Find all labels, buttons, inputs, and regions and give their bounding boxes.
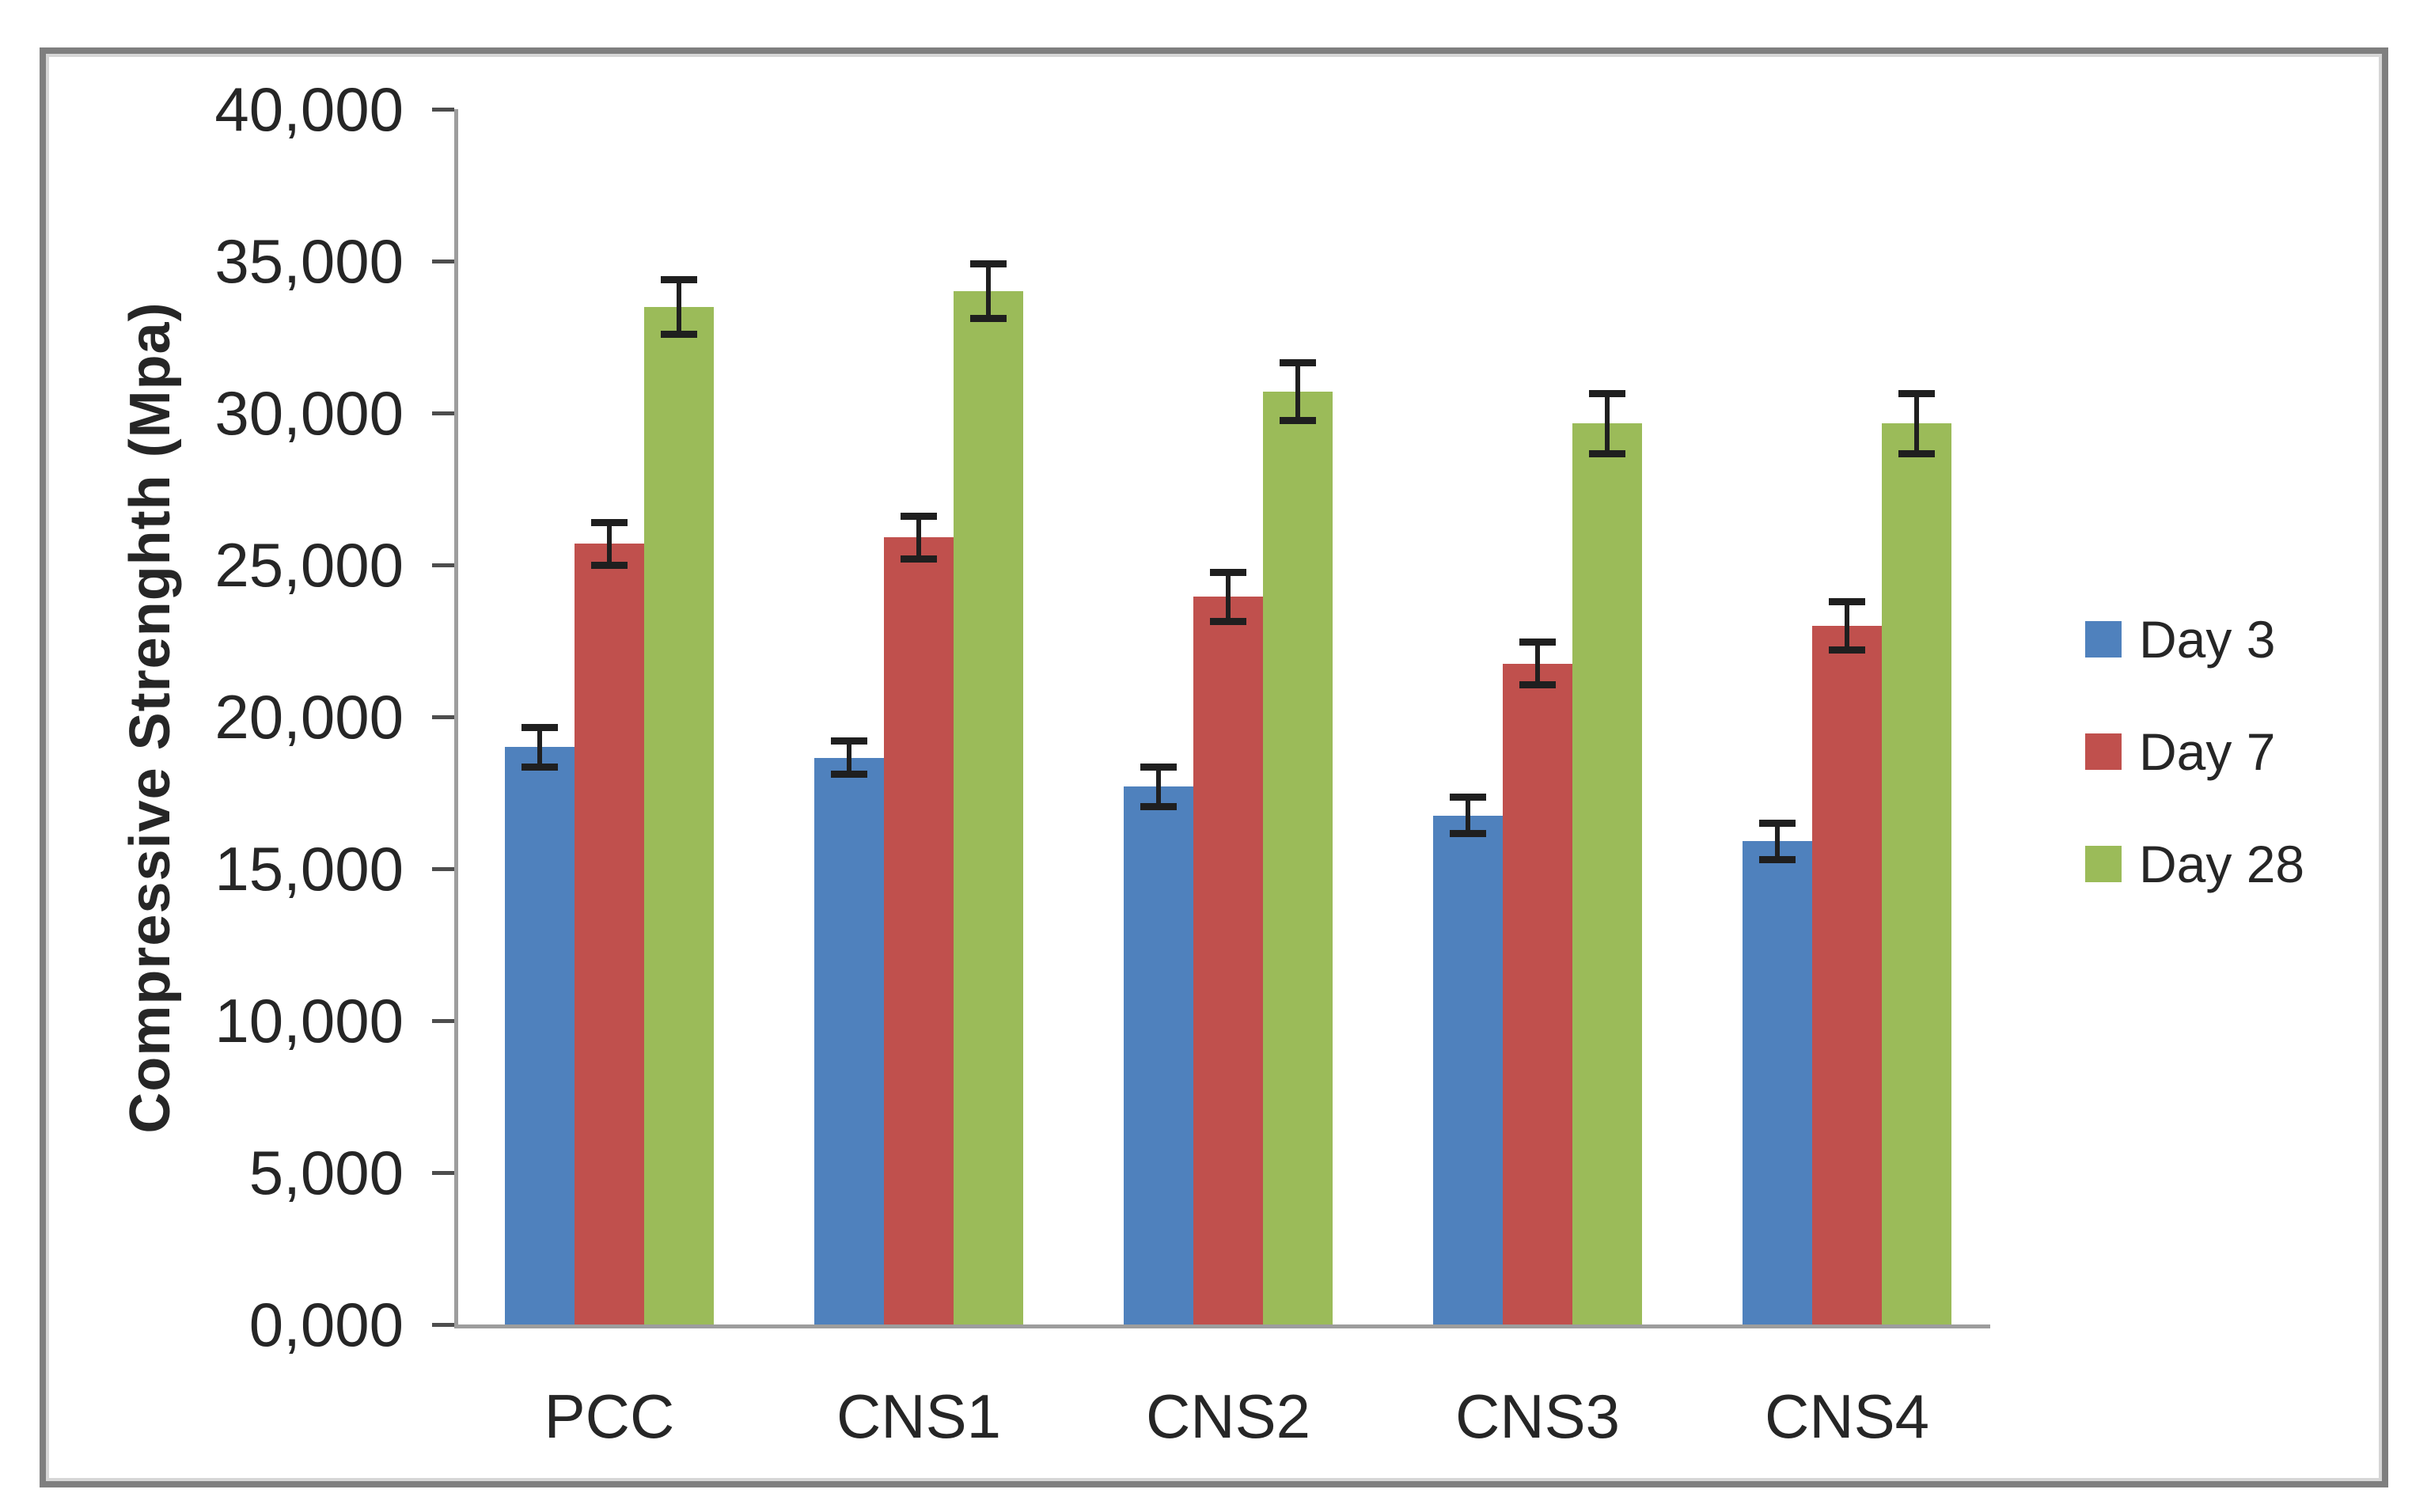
- bar-cns4-day28: [1882, 423, 1951, 1324]
- y-axis-tick-label: 20,000: [214, 682, 404, 752]
- y-axis-tick-mark: [432, 260, 454, 263]
- bar-cns2-day7: [1193, 597, 1263, 1324]
- errorbar-cap-bottom-cns4-day3: [1759, 855, 1796, 863]
- y-axis-tick-mark: [432, 108, 454, 112]
- errorbar-pcc-day7: [607, 522, 612, 565]
- errorbar-cap-bottom-cns2-day7: [1210, 617, 1246, 625]
- legend-label: Day 7: [2139, 722, 2276, 781]
- y-axis-tick-mark: [432, 1323, 454, 1327]
- y-axis-tick-label: 5,000: [248, 1138, 404, 1207]
- errorbar-cap-top-cns4-day7: [1829, 597, 1865, 605]
- errorbar-cns3-day3: [1466, 797, 1470, 834]
- errorbar-cns2-day7: [1226, 572, 1231, 622]
- bar-cns3-day28: [1572, 423, 1642, 1324]
- y-axis-line: [454, 109, 458, 1328]
- errorbar-cns2-day3: [1156, 767, 1161, 807]
- bar-cns2-day28: [1263, 392, 1333, 1324]
- y-axis-tick-mark: [432, 715, 454, 719]
- errorbar-cap-top-cns3-day28: [1589, 389, 1625, 397]
- errorbar-cap-bottom-cns2-day28: [1280, 417, 1316, 425]
- y-axis-tick-label: 40,000: [214, 74, 404, 144]
- errorbar-cap-top-cns2-day7: [1210, 569, 1246, 577]
- y-axis-tick-label: 15,000: [214, 834, 404, 904]
- x-axis-category-label-cns2: CNS2: [1145, 1381, 1311, 1451]
- errorbar-cns2-day28: [1295, 362, 1300, 421]
- errorbar-cap-bottom-cns3-day28: [1589, 450, 1625, 458]
- errorbar-cap-top-cns1-day3: [831, 737, 867, 745]
- errorbar-cap-bottom-cns1-day7: [901, 555, 937, 563]
- errorbar-cap-bottom-cns3-day3: [1450, 830, 1486, 838]
- errorbar-cns4-day7: [1845, 601, 1849, 650]
- errorbar-cap-top-pcc-day3: [521, 723, 558, 731]
- x-axis-category-label-cns3: CNS3: [1454, 1381, 1621, 1451]
- errorbar-cns4-day28: [1914, 393, 1919, 454]
- bar-cns1-day3: [814, 757, 884, 1324]
- legend-item-day-28: Day 28: [2085, 835, 2304, 893]
- bar-cns3-day3: [1433, 815, 1503, 1324]
- errorbar-cap-bottom-cns1-day28: [970, 315, 1007, 323]
- y-axis-tick-label: 10,000: [214, 986, 404, 1055]
- errorbar-cap-bottom-pcc-day3: [521, 763, 558, 771]
- errorbar-cns1-day7: [916, 516, 921, 559]
- errorbar-cap-top-cns2-day28: [1280, 359, 1316, 367]
- errorbar-cap-top-pcc-day7: [591, 518, 628, 526]
- legend-label: Day 28: [2139, 835, 2305, 893]
- errorbar-pcc-day3: [537, 727, 542, 767]
- bar-cns1-day7: [884, 537, 954, 1324]
- errorbar-cap-bottom-cns3-day7: [1519, 681, 1556, 689]
- bar-pcc-day7: [575, 544, 644, 1324]
- legend-swatch-day-7: [2085, 733, 2122, 770]
- y-axis-tick-mark: [432, 1171, 454, 1175]
- y-axis-tick-mark: [432, 1019, 454, 1023]
- errorbar-cap-top-cns4-day3: [1759, 819, 1796, 827]
- errorbar-cns3-day7: [1535, 642, 1540, 685]
- errorbar-cap-bottom-cns4-day28: [1898, 450, 1935, 458]
- legend-swatch-day-3: [2085, 621, 2122, 657]
- errorbar-cns4-day3: [1775, 823, 1780, 860]
- x-axis-category-label-pcc: PCC: [544, 1381, 675, 1451]
- x-axis-category-label-cns4: CNS4: [1764, 1381, 1930, 1451]
- errorbar-cap-top-cns1-day28: [970, 260, 1007, 268]
- errorbar-pcc-day28: [677, 279, 681, 335]
- errorbar-cap-bottom-cns2-day3: [1140, 802, 1177, 810]
- legend-item-day-7: Day 7: [2085, 722, 2275, 781]
- errorbar-cap-bottom-cns4-day7: [1829, 646, 1865, 654]
- errorbar-cns1-day28: [986, 263, 991, 319]
- legend-label: Day 3: [2139, 610, 2276, 669]
- bar-cns4-day3: [1743, 841, 1812, 1324]
- x-axis-line: [454, 1324, 1990, 1328]
- bar-cns4-day7: [1812, 625, 1882, 1324]
- legend-item-day-3: Day 3: [2085, 610, 2275, 669]
- bar-cns1-day28: [954, 291, 1023, 1324]
- errorbar-cap-top-pcc-day28: [661, 275, 697, 283]
- errorbar-cap-top-cns3-day7: [1519, 639, 1556, 646]
- x-axis-category-label-cns1: CNS1: [836, 1381, 1002, 1451]
- errorbar-cap-bottom-cns1-day3: [831, 771, 867, 779]
- errorbar-cap-top-cns2-day3: [1140, 763, 1177, 771]
- errorbar-cns3-day28: [1605, 393, 1610, 454]
- errorbar-cap-top-cns4-day28: [1898, 389, 1935, 397]
- errorbar-cap-bottom-pcc-day28: [661, 330, 697, 338]
- y-axis-tick-mark: [432, 563, 454, 567]
- legend-swatch-day-28: [2085, 846, 2122, 882]
- y-axis-tick-label: 30,000: [214, 378, 404, 448]
- errorbar-cap-top-cns3-day3: [1450, 794, 1486, 801]
- bar-pcc-day3: [505, 747, 575, 1324]
- bar-cns2-day3: [1124, 786, 1193, 1324]
- y-axis-tick-label: 35,000: [214, 226, 404, 296]
- y-axis-tick-label: 25,000: [214, 530, 404, 600]
- bar-cns3-day7: [1503, 663, 1572, 1324]
- bar-pcc-day28: [644, 306, 714, 1324]
- errorbar-cap-top-cns1-day7: [901, 513, 937, 521]
- errorbar-cns1-day3: [847, 741, 851, 775]
- y-axis-tick-mark: [432, 411, 454, 415]
- y-axis-tick-mark: [432, 867, 454, 871]
- errorbar-cap-bottom-pcc-day7: [591, 561, 628, 569]
- y-axis-tick-label: 0,000: [248, 1290, 404, 1359]
